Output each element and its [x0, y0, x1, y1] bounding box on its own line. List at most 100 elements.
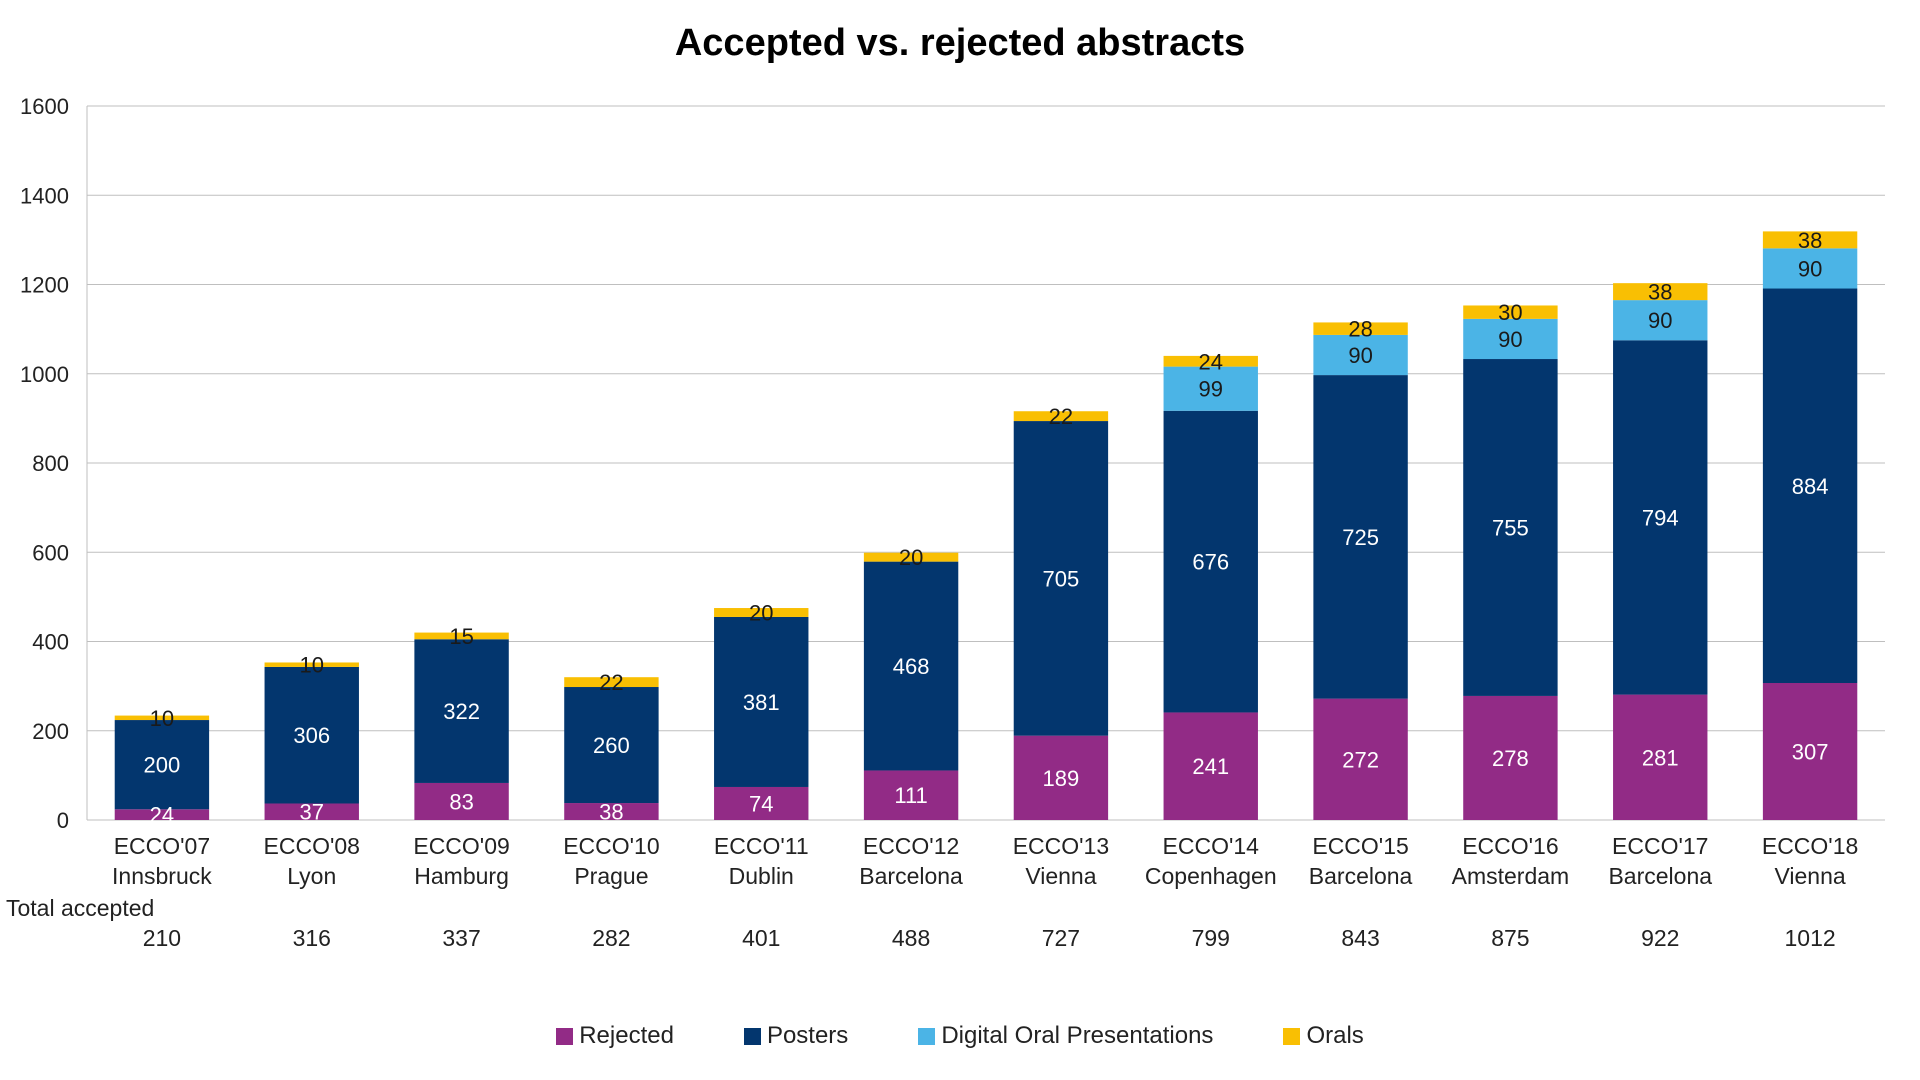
total-accepted-label: Total accepted — [6, 895, 154, 921]
bar-orals — [1762, 231, 1858, 249]
bar-orals — [414, 632, 509, 640]
legend-label: Rejected — [579, 1022, 674, 1049]
data-label: 20 — [899, 545, 923, 570]
bar-posters — [1163, 410, 1258, 713]
bars — [114, 231, 1858, 820]
total-accepted-value: 401 — [742, 925, 780, 951]
bar-orals — [1463, 305, 1558, 319]
data-label: 306 — [293, 723, 330, 748]
bar-rejected — [114, 809, 210, 820]
data-label: 278 — [1492, 746, 1529, 771]
y-tick-label: 1600 — [20, 94, 69, 119]
category-label: Lyon — [287, 863, 336, 889]
bar-posters — [1313, 375, 1408, 699]
total-accepted-value: 488 — [892, 925, 930, 951]
legend-item-digital-oral-presentations: Digital Oral Presentations — [918, 1022, 1213, 1050]
category-label: ECCO'17 — [1612, 833, 1708, 859]
data-label: 90 — [1348, 343, 1372, 368]
data-label: 281 — [1642, 745, 1679, 770]
category-label: ECCO'16 — [1462, 833, 1558, 859]
bar-digital-oral-presentations — [1463, 318, 1558, 360]
data-label: 10 — [300, 653, 324, 678]
data-label: 111 — [894, 783, 927, 808]
chart-title: Accepted vs. rejected abstracts — [674, 22, 1246, 64]
legend-item-rejected: Rejected — [556, 1022, 674, 1050]
data-label: 28 — [1348, 317, 1372, 342]
bar-orals — [114, 715, 210, 721]
y-tick-label: 600 — [32, 540, 69, 565]
category-label: ECCO'08 — [264, 833, 360, 859]
category-label: Barcelona — [1309, 863, 1413, 889]
bar-rejected — [1613, 694, 1708, 820]
bar-posters — [1463, 359, 1558, 696]
data-label: 99 — [1199, 377, 1223, 402]
total-accepted-row: 210 316 337 282 401 488 727 799 843 875 922 1012 Tot… — [6, 895, 1836, 951]
data-label: 725 — [1342, 525, 1379, 550]
total-accepted-value: 843 — [1341, 925, 1379, 951]
data-label: 90 — [1798, 256, 1822, 281]
bar-posters — [414, 639, 509, 783]
bar-rejected — [1463, 695, 1558, 820]
total-accepted-value: 875 — [1491, 925, 1529, 951]
data-label: 38 — [1648, 280, 1672, 305]
category-label: Innsbruck — [112, 863, 212, 889]
bar-rejected — [1313, 698, 1408, 820]
data-label: 260 — [593, 733, 630, 758]
bar-posters — [1762, 288, 1858, 684]
total-accepted-value: 922 — [1641, 925, 1679, 951]
category-label: Copenhagen — [1145, 863, 1277, 889]
total-accepted-value: 727 — [1042, 925, 1080, 951]
bar-rejected — [414, 782, 509, 820]
bar-rejected — [714, 786, 809, 820]
bar-posters — [714, 616, 809, 787]
category-label: Barcelona — [859, 863, 963, 889]
category-label: Dublin — [729, 863, 794, 889]
legend-label: Digital Oral Presentations — [941, 1022, 1214, 1049]
bar-posters — [564, 687, 659, 804]
total-accepted-value: 316 — [293, 925, 331, 951]
data-labels: 24 200 10 37 306 10 83 322 15 38 260 22 74 381 20 111 46… — [144, 228, 1829, 828]
bar-orals — [1613, 283, 1708, 301]
bar-orals — [1313, 322, 1408, 335]
category-label: ECCO'09 — [413, 833, 509, 859]
bar-rejected — [1762, 683, 1858, 820]
data-label: 794 — [1642, 505, 1679, 530]
bar-orals — [863, 552, 959, 562]
data-label: 189 — [1043, 766, 1080, 791]
total-accepted-value: 210 — [143, 925, 181, 951]
category-label: Prague — [574, 863, 648, 889]
bar-orals — [264, 662, 359, 667]
category-label: ECCO'15 — [1312, 833, 1408, 859]
total-accepted-value: 337 — [442, 925, 480, 951]
axes: 0 200 400 600 800 1000 1200 1400 1600 — [20, 94, 1885, 833]
data-label: 37 — [300, 800, 324, 825]
bar-digital-oral-presentations — [1313, 334, 1408, 376]
y-tick-label: 1400 — [20, 183, 69, 208]
bar-rejected — [564, 803, 659, 820]
total-accepted-value: 1012 — [1784, 925, 1835, 951]
category-label: ECCO'18 — [1762, 833, 1858, 859]
bar-digital-oral-presentations — [1163, 366, 1258, 411]
legend-item-orals: Orals — [1283, 1022, 1364, 1050]
data-label: 24 — [1199, 349, 1223, 374]
data-label: 24 — [150, 803, 174, 828]
data-label: 705 — [1043, 566, 1080, 591]
data-label: 381 — [743, 690, 780, 715]
data-label: 10 — [150, 706, 174, 731]
y-tick-label: 400 — [32, 630, 69, 655]
y-tick-label: 800 — [32, 451, 69, 476]
data-label: 755 — [1492, 515, 1529, 540]
category-label: Amsterdam — [1452, 863, 1570, 889]
category-label: ECCO'14 — [1163, 833, 1260, 859]
y-tick-label: 1000 — [20, 362, 69, 387]
bar-orals — [1163, 355, 1258, 367]
data-label: 20 — [749, 600, 773, 625]
data-label: 468 — [893, 654, 930, 679]
y-tick-label: 0 — [57, 808, 69, 833]
data-label: 22 — [599, 670, 623, 695]
category-label: ECCO'07 — [114, 833, 210, 859]
data-label: 22 — [1049, 404, 1073, 429]
category-label: Vienna — [1774, 863, 1845, 889]
bar-digital-oral-presentations — [1762, 248, 1858, 289]
